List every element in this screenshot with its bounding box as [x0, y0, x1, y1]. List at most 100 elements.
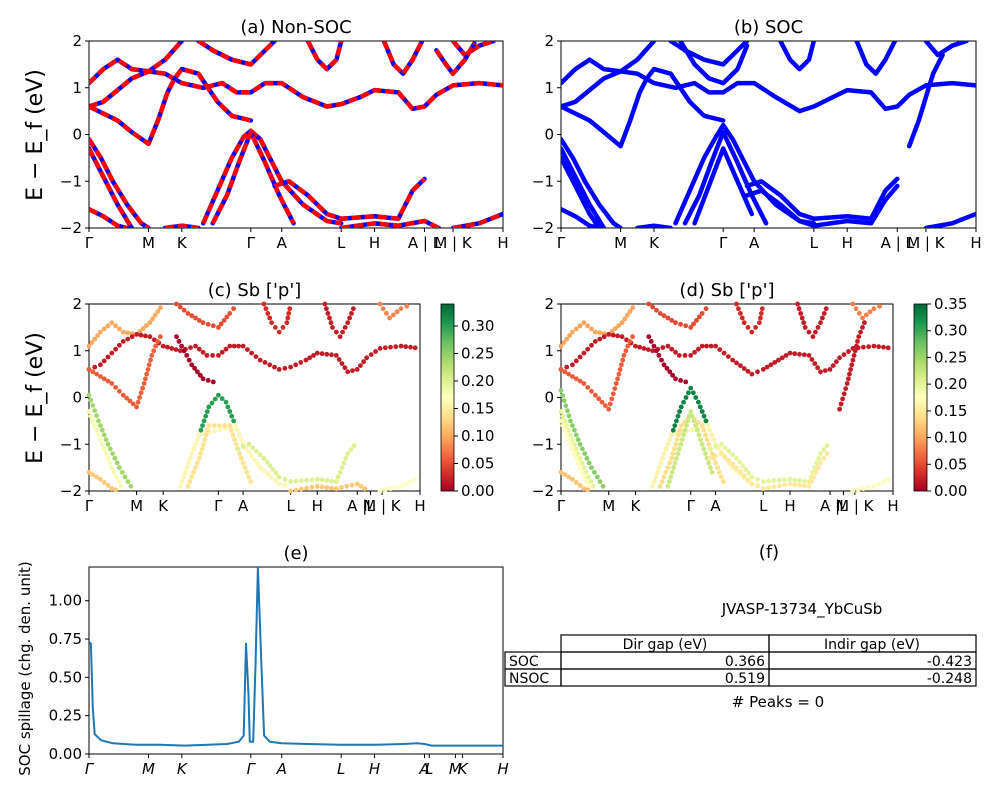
- band-point: [850, 357, 856, 363]
- band-point: [561, 340, 567, 345]
- band-point: [722, 454, 728, 460]
- band-point: [708, 343, 714, 349]
- band-point: [705, 423, 711, 428]
- band-point: [585, 487, 591, 493]
- band-point: [120, 339, 126, 344]
- band-point: [782, 477, 787, 483]
- band-point: [572, 451, 577, 456]
- band-point: [288, 479, 293, 484]
- band-point: [124, 395, 129, 401]
- band-point: [212, 396, 218, 402]
- band-point: [391, 312, 396, 318]
- band-point: [688, 385, 694, 391]
- band-point: [223, 399, 229, 405]
- band-point: [670, 451, 676, 456]
- panel-d-ytick-label: −1: [532, 435, 554, 453]
- band-point: [696, 346, 701, 352]
- panel-b-xtick-label: K: [649, 234, 660, 252]
- band-point: [568, 432, 573, 438]
- band-point: [854, 343, 859, 349]
- panel-b-xtick-label: M | K: [907, 234, 946, 252]
- band-point: [94, 427, 99, 433]
- colorbar-tick-label: 0.30: [934, 322, 967, 340]
- band-point: [200, 320, 206, 326]
- panel-e-xtick-label: L: [337, 760, 345, 778]
- band-point: [743, 467, 749, 472]
- band-point: [345, 369, 351, 375]
- panel-b-ytick-label: 2: [544, 32, 554, 50]
- colorbar-tick-label: 0.05: [461, 455, 494, 473]
- band-point: [646, 301, 652, 307]
- panel-c-xtick-label: L: [366, 497, 375, 515]
- panel-e-ytick-label: 0.50: [49, 668, 82, 686]
- band-point: [345, 451, 351, 456]
- band-point: [572, 441, 577, 447]
- band-point: [232, 437, 238, 442]
- band-point: [246, 474, 252, 480]
- band-point: [861, 486, 866, 492]
- band-point: [377, 346, 383, 351]
- band-point: [656, 465, 662, 470]
- band-point: [818, 451, 823, 456]
- band-point: [191, 446, 197, 452]
- band-point: [690, 413, 695, 419]
- band-point: [192, 365, 198, 371]
- band-point: [726, 448, 732, 454]
- band-point: [240, 343, 246, 349]
- band-point: [713, 453, 718, 459]
- colorbar-tick-label: 0.15: [461, 400, 494, 418]
- table-row-nsoc-dir: 0.519: [725, 671, 765, 687]
- band-line: [561, 155, 602, 228]
- band-point: [720, 479, 726, 484]
- band-point: [562, 369, 568, 375]
- band-point: [314, 483, 320, 489]
- band-point: [654, 348, 659, 354]
- panel-b-ytick-label: 0: [544, 126, 554, 144]
- panel-c-colorbar: [440, 303, 455, 492]
- band-point: [694, 318, 699, 323]
- band-point: [201, 441, 206, 447]
- panel-d-xtick-label: A |: [820, 497, 840, 515]
- panel-b-xtick-label: H: [842, 234, 853, 252]
- band-point: [696, 420, 701, 425]
- band-point: [92, 364, 98, 370]
- band-point: [117, 326, 122, 332]
- band-point: [669, 318, 675, 323]
- band-point: [667, 460, 673, 466]
- band-point: [813, 469, 819, 475]
- panel-e-title: (e): [283, 543, 308, 564]
- band-point: [191, 469, 197, 475]
- band-point: [822, 368, 828, 373]
- band-point: [269, 320, 274, 326]
- band-point: [94, 371, 99, 377]
- band-point: [799, 315, 805, 321]
- band-point: [699, 409, 705, 414]
- band-point: [158, 305, 163, 311]
- band-point: [617, 367, 623, 372]
- band-point: [877, 303, 882, 309]
- band-point: [691, 418, 697, 424]
- band-point: [177, 483, 183, 489]
- band-point: [398, 306, 404, 312]
- band-point: [852, 348, 858, 354]
- band-point: [86, 343, 92, 349]
- band-point: [670, 372, 675, 378]
- band-point: [818, 320, 823, 326]
- band-point: [96, 418, 101, 424]
- band-point: [282, 365, 288, 371]
- band-point: [174, 334, 179, 340]
- band-point: [337, 469, 343, 475]
- band-point: [619, 334, 625, 340]
- band-point: [125, 479, 131, 484]
- band-point: [311, 353, 316, 358]
- band-point: [216, 325, 221, 330]
- band-point: [850, 488, 856, 494]
- spillage-line: [89, 567, 503, 747]
- band-point: [766, 478, 771, 484]
- band-point: [238, 455, 244, 461]
- band-line-projected: [201, 128, 342, 226]
- band-point: [165, 344, 170, 350]
- band-line: [561, 136, 623, 228]
- band-point: [573, 455, 579, 461]
- band-point: [203, 413, 209, 419]
